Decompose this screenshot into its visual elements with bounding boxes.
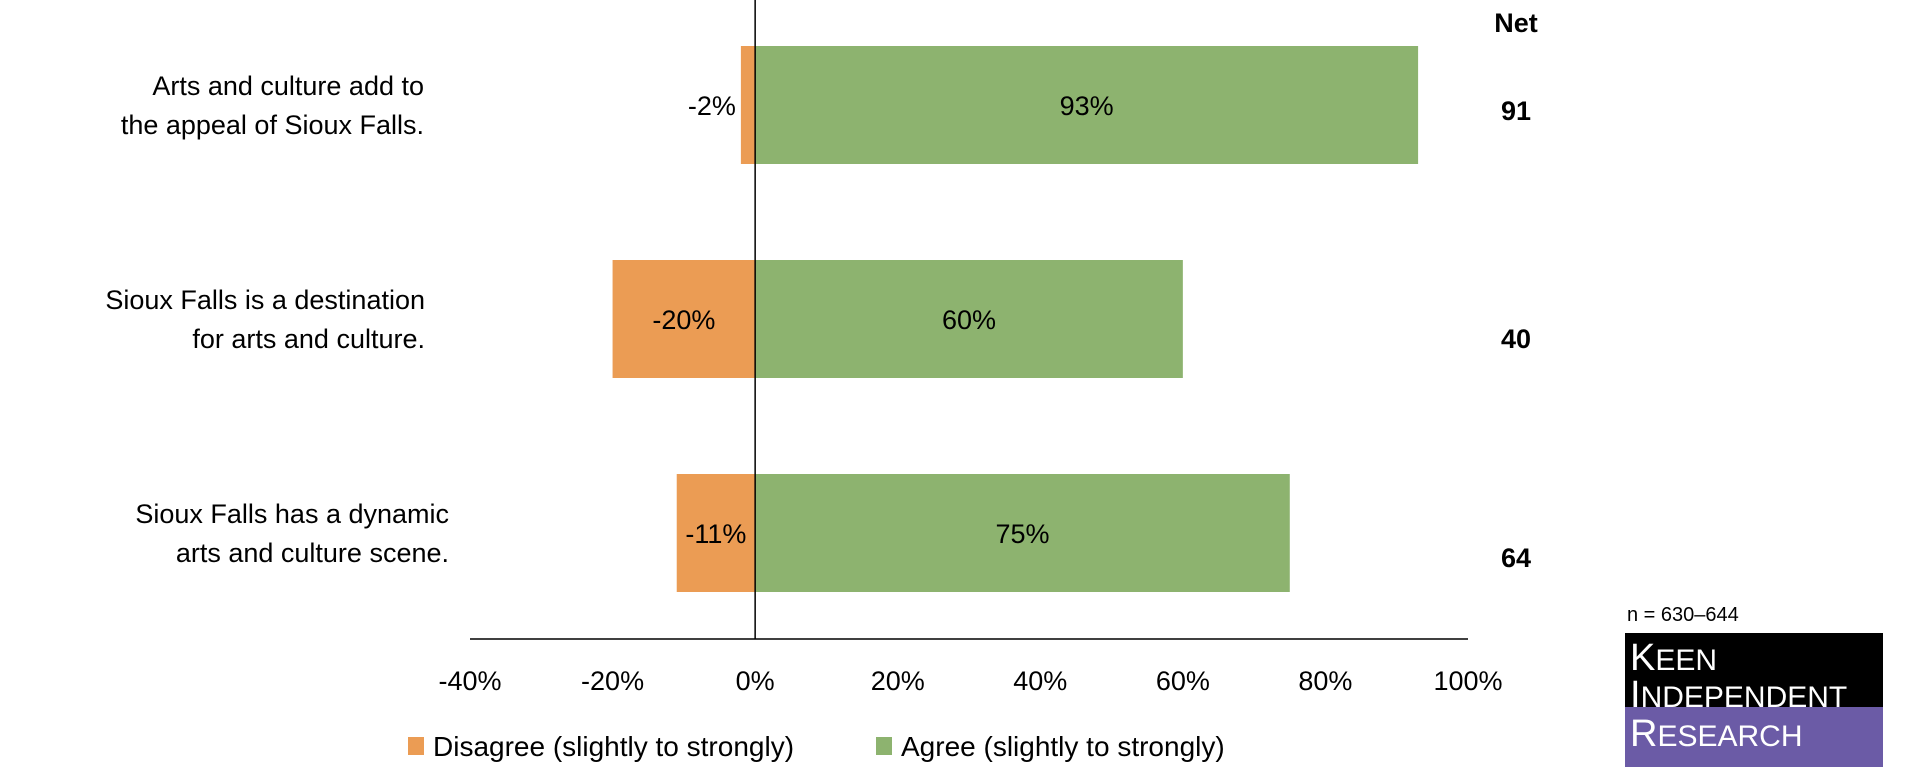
x-tick-label: 0% — [736, 666, 775, 696]
bars-layer — [612, 46, 1419, 592]
x-tick-label: -20% — [581, 666, 644, 696]
net-value: 91 — [1501, 96, 1531, 126]
x-tick-label: 40% — [1013, 666, 1067, 696]
x-axis: -40% -20% 0% 20% 40% 60% 80% 100% — [438, 0, 1503, 696]
agree-value-label: 75% — [995, 519, 1049, 549]
legend-swatch-agree — [876, 737, 892, 755]
agree-bar — [755, 474, 1290, 592]
x-tick-label: 20% — [871, 666, 925, 696]
disagree-value-label: -2% — [688, 91, 736, 121]
disagree-value-label: -20% — [652, 305, 715, 335]
category-label: Sioux Falls is a destination for arts and… — [105, 285, 425, 354]
legend-label-disagree: Disagree (slightly to strongly) — [433, 731, 794, 762]
sample-size-note: n = 630–644 — [1627, 604, 1739, 626]
category-label: Arts and culture add to the appeal of Sio… — [121, 71, 424, 140]
x-tick-label: 60% — [1156, 666, 1210, 696]
category-label-line: the appeal of Sioux Falls. — [121, 110, 424, 140]
agree-bar — [755, 46, 1419, 164]
disagree-value-label: -11% — [685, 519, 746, 549]
agree-value-label: 60% — [942, 305, 996, 335]
category-label: Sioux Falls has a dynamic arts and cultur… — [135, 499, 449, 568]
logo-line-keen: KEEN — [1630, 637, 1717, 679]
category-label-line: Sioux Falls is a destination — [105, 285, 425, 315]
agree-bar — [755, 260, 1183, 378]
agree-value-label: 93% — [1060, 91, 1114, 121]
legend: Disagree (slightly to strongly) Agree (sl… — [408, 731, 1225, 762]
category-label-line: for arts and culture. — [192, 324, 425, 354]
net-value: 40 — [1501, 324, 1531, 354]
logo-bottom-block — [1625, 707, 1883, 767]
labels-layer: Arts and culture add to the appeal of Sio… — [105, 71, 1113, 568]
disagree-bar — [740, 46, 756, 164]
x-tick-label: 100% — [1433, 666, 1502, 696]
logo-line-research: RESEARCH — [1630, 713, 1803, 755]
disagree-bar — [612, 260, 756, 378]
legend-label-agree: Agree (slightly to strongly) — [901, 731, 1225, 762]
keen-independent-research-logo: KEEN INDEPENDENT RESEARCH — [1625, 633, 1883, 767]
category-label-line: Arts and culture add to — [152, 71, 424, 101]
x-tick-label: -40% — [438, 666, 501, 696]
category-label-line: Sioux Falls has a dynamic — [135, 499, 449, 529]
x-tick-label: 80% — [1298, 666, 1352, 696]
net-column: 91 40 64 Net — [1494, 8, 1538, 573]
legend-swatch-disagree — [408, 737, 424, 755]
logo-line-independent: INDEPENDENT — [1630, 674, 1847, 716]
net-value: 64 — [1501, 543, 1531, 573]
net-header: Net — [1494, 8, 1538, 38]
disagree-bar — [676, 474, 756, 592]
category-label-line: arts and culture scene. — [176, 538, 449, 568]
logo-top-block — [1625, 633, 1883, 707]
